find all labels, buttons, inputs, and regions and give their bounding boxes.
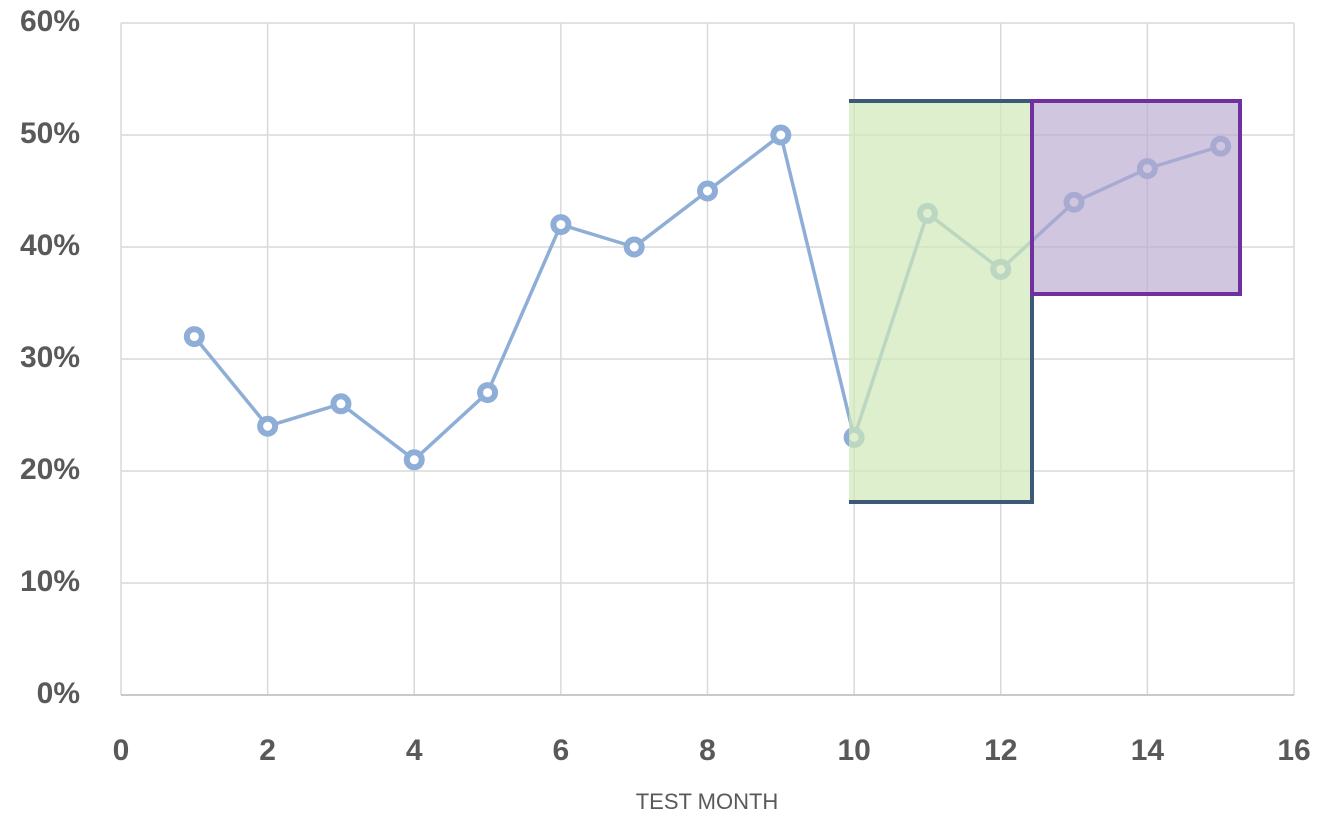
x-tick-label: 6 — [553, 734, 570, 767]
x-tick-label: 0 — [113, 734, 130, 767]
highlight-box — [849, 101, 1032, 502]
y-tick-label: 10% — [20, 565, 80, 598]
x-tick-label: 12 — [984, 734, 1017, 767]
data-point — [257, 415, 279, 437]
highlight-border — [849, 99, 1034, 504]
y-tick-label: 0% — [37, 677, 80, 710]
data-point — [770, 124, 792, 146]
data-point — [550, 214, 572, 236]
data-point — [623, 236, 645, 258]
data-point — [697, 180, 718, 202]
x-tick-label: 2 — [259, 734, 276, 767]
x-tick-label: 16 — [1277, 734, 1310, 767]
data-point — [330, 393, 352, 415]
y-tick-label: 20% — [20, 453, 80, 486]
x-tick-label: 14 — [1131, 734, 1165, 767]
y-tick-label: 60% — [20, 5, 80, 38]
x-tick-label: 10 — [837, 734, 870, 767]
x-tick-label: 4 — [406, 734, 423, 767]
y-tick-label: 50% — [20, 117, 80, 150]
y-tick-label: 30% — [20, 341, 80, 374]
x-axis-title: TEST MONTH — [636, 789, 779, 814]
highlight-box — [1030, 99, 1242, 296]
data-point — [403, 449, 425, 471]
data-point — [183, 326, 205, 348]
data-point — [477, 382, 499, 404]
x-tick-label: 8 — [699, 734, 716, 767]
y-tick-label: 40% — [20, 229, 80, 262]
